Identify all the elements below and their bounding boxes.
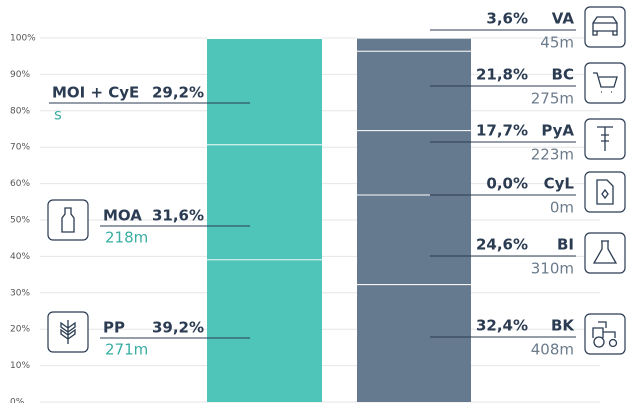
segment-value-label: 32,4% [476,317,528,335]
bar-segment [357,194,471,285]
segment-value-label: 21,8% [476,66,528,84]
icon-glyph [61,207,75,233]
segment-sub-label: 0m [550,199,574,217]
segment-sub-label: 275m [531,90,574,108]
segment-sub-label: s [54,106,62,124]
icon [584,118,626,160]
icon-box [584,6,626,48]
icon [584,171,626,213]
icon-glyph [593,72,618,93]
segment-value-label: 39,2% [152,319,204,337]
segment-sub-label: 218m [105,229,148,247]
segment-name: BC [552,66,574,84]
icon [584,6,626,48]
y-tick-label: 50% [10,216,30,226]
y-tick-label: 70% [10,143,30,153]
bar-segment [357,284,471,402]
segment-name: MOA [103,207,142,225]
segment-value-label: 31,6% [152,207,204,225]
icon-glyph [596,179,614,205]
segment-sub-label: 271m [105,341,148,359]
icon-glyph [597,126,613,151]
y-tick-label: 10% [10,361,30,371]
y-tick-label: 0% [10,398,25,403]
segment-value-label: 24,6% [476,236,528,254]
icon-box [584,313,626,355]
y-tick-label: 40% [10,252,30,262]
y-tick-label: 90% [10,70,30,80]
icon-glyph [592,240,618,264]
icon [584,313,626,355]
icon-glyph [60,320,76,344]
bar-segment [357,130,471,195]
y-tick-label: 80% [10,106,30,116]
bar-segment [207,259,322,402]
segment-value-label: 0,0% [486,175,528,193]
segment-value-label: 3,6% [486,10,528,28]
icon [47,199,89,241]
segment-sub-label: 223m [531,146,574,164]
icon-box [47,199,89,241]
icon [584,232,626,274]
segment-sub-label: 45m [540,34,574,52]
segment-sub-label: 408m [531,341,574,359]
icon-box [584,232,626,274]
bar-segment [207,144,322,260]
segment-name: MOI + CyE [52,84,139,102]
segment-sub-label: 310m [531,260,574,278]
icon [584,62,626,104]
y-tick-label: 100% [10,34,36,44]
segment-name: BI [557,236,574,254]
segment-name: BK [551,317,575,335]
y-tick-label: 20% [10,325,30,335]
bar-segment [357,37,471,51]
segment-value-label: 17,7% [476,122,528,140]
bar-segment [357,50,471,131]
icon-box [584,171,626,213]
y-tick-label: 30% [10,288,30,298]
icon-box [584,62,626,104]
bar-segment [207,38,322,145]
segment-name: VA [552,10,575,28]
icon-wheel [593,336,605,348]
icon-wheel [608,338,618,348]
y-tick-label: 60% [10,179,30,189]
icon-glyph [592,16,618,36]
segment-value-label: 29,2% [152,84,204,102]
icon-glyph [592,321,616,338]
segment-name: CyL [544,175,575,193]
segment-name: PP [103,319,125,337]
segment-name: PyA [541,122,574,140]
icon [47,311,89,353]
